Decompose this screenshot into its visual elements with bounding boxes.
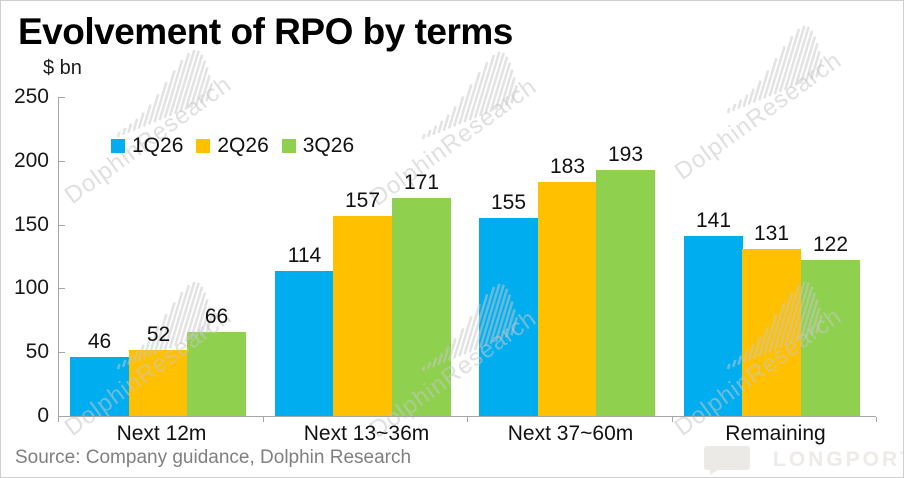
source-note: Source: Company guidance, Dolphin Resear… bbox=[15, 447, 412, 468]
legend-swatch bbox=[196, 139, 211, 153]
legend-item: 1Q26 bbox=[111, 134, 183, 158]
bar-3Q26-remaining bbox=[801, 260, 860, 416]
x-axis-line bbox=[58, 416, 876, 417]
y-tick-label: 250 bbox=[13, 85, 49, 108]
bar-2Q26-next-13-36m bbox=[333, 216, 392, 416]
y-tick bbox=[59, 352, 65, 353]
legend-label: 1Q26 bbox=[132, 134, 184, 157]
bar-value-label: 157 bbox=[344, 189, 381, 212]
y-tick-label: 100 bbox=[13, 276, 49, 299]
dolphin-fin-icon bbox=[726, 25, 824, 114]
y-tick-label: 200 bbox=[13, 149, 49, 172]
watermark-tile: DolphinResearch bbox=[656, 13, 903, 213]
category-label: Next 12m bbox=[116, 422, 207, 445]
bar-2Q26-next-37-60m bbox=[538, 182, 597, 416]
legend-label: 3Q26 bbox=[302, 134, 355, 157]
bar-value-label: 46 bbox=[87, 330, 112, 353]
bar-1Q26-next-37-60m bbox=[479, 218, 538, 416]
category-label: Next 37~60m bbox=[507, 422, 634, 445]
watermark-text: DolphinResearch bbox=[669, 46, 847, 186]
longport-brand-text: LONGPORT bbox=[773, 448, 904, 471]
dolphin-fin-icon bbox=[421, 51, 519, 140]
y-tick bbox=[59, 97, 65, 98]
bar-2Q26-remaining bbox=[742, 249, 801, 416]
x-tick bbox=[672, 417, 673, 422]
y-tick bbox=[59, 225, 65, 226]
legend-swatch bbox=[111, 139, 125, 153]
y-tick-label: 0 bbox=[37, 404, 49, 427]
legend-label: 2Q26 bbox=[217, 134, 269, 157]
y-tick bbox=[59, 161, 65, 162]
x-tick bbox=[263, 417, 264, 422]
y-tick bbox=[59, 288, 65, 289]
x-tick bbox=[58, 417, 59, 422]
bar-value-label: 122 bbox=[812, 233, 849, 256]
bar-value-label: 193 bbox=[607, 143, 644, 166]
x-tick bbox=[876, 417, 877, 422]
bar-value-label: 66 bbox=[204, 305, 229, 328]
longport-logo-icon bbox=[704, 446, 750, 475]
y-tick-label: 150 bbox=[13, 213, 49, 236]
bar-1Q26-remaining bbox=[684, 236, 743, 416]
legend: 1Q26 2Q26 3Q26 bbox=[111, 134, 354, 158]
legend-item: 3Q26 bbox=[281, 134, 355, 158]
bar-3Q26-next-37-60m bbox=[596, 170, 655, 416]
bar-value-label: 155 bbox=[490, 191, 527, 214]
bar-1Q26-next-12m bbox=[70, 357, 129, 416]
y-axis-line bbox=[58, 97, 59, 417]
y-tick-label: 50 bbox=[25, 340, 49, 363]
bar-3Q26-next-12m bbox=[187, 332, 246, 416]
chart-title: Evolvement of RPO by terms bbox=[18, 11, 513, 52]
legend-swatch bbox=[281, 139, 296, 153]
axis-unit-label: $ bn bbox=[43, 57, 82, 79]
bar-value-label: 171 bbox=[403, 171, 440, 194]
category-label: Remaining bbox=[725, 422, 826, 445]
bar-3Q26-next-13-36m bbox=[392, 198, 451, 416]
bar-value-label: 114 bbox=[287, 244, 322, 267]
bar-value-label: 131 bbox=[753, 222, 790, 245]
bar-1Q26-next-13-36m bbox=[275, 271, 334, 416]
bar-value-label: 141 bbox=[695, 209, 732, 232]
category-label: Next 13~36m bbox=[303, 422, 430, 445]
bar-2Q26-next-12m bbox=[129, 350, 188, 416]
y-tick bbox=[59, 416, 65, 417]
legend-item: 2Q26 bbox=[196, 134, 269, 158]
bar-value-label: 183 bbox=[549, 155, 586, 178]
x-tick bbox=[467, 417, 468, 422]
